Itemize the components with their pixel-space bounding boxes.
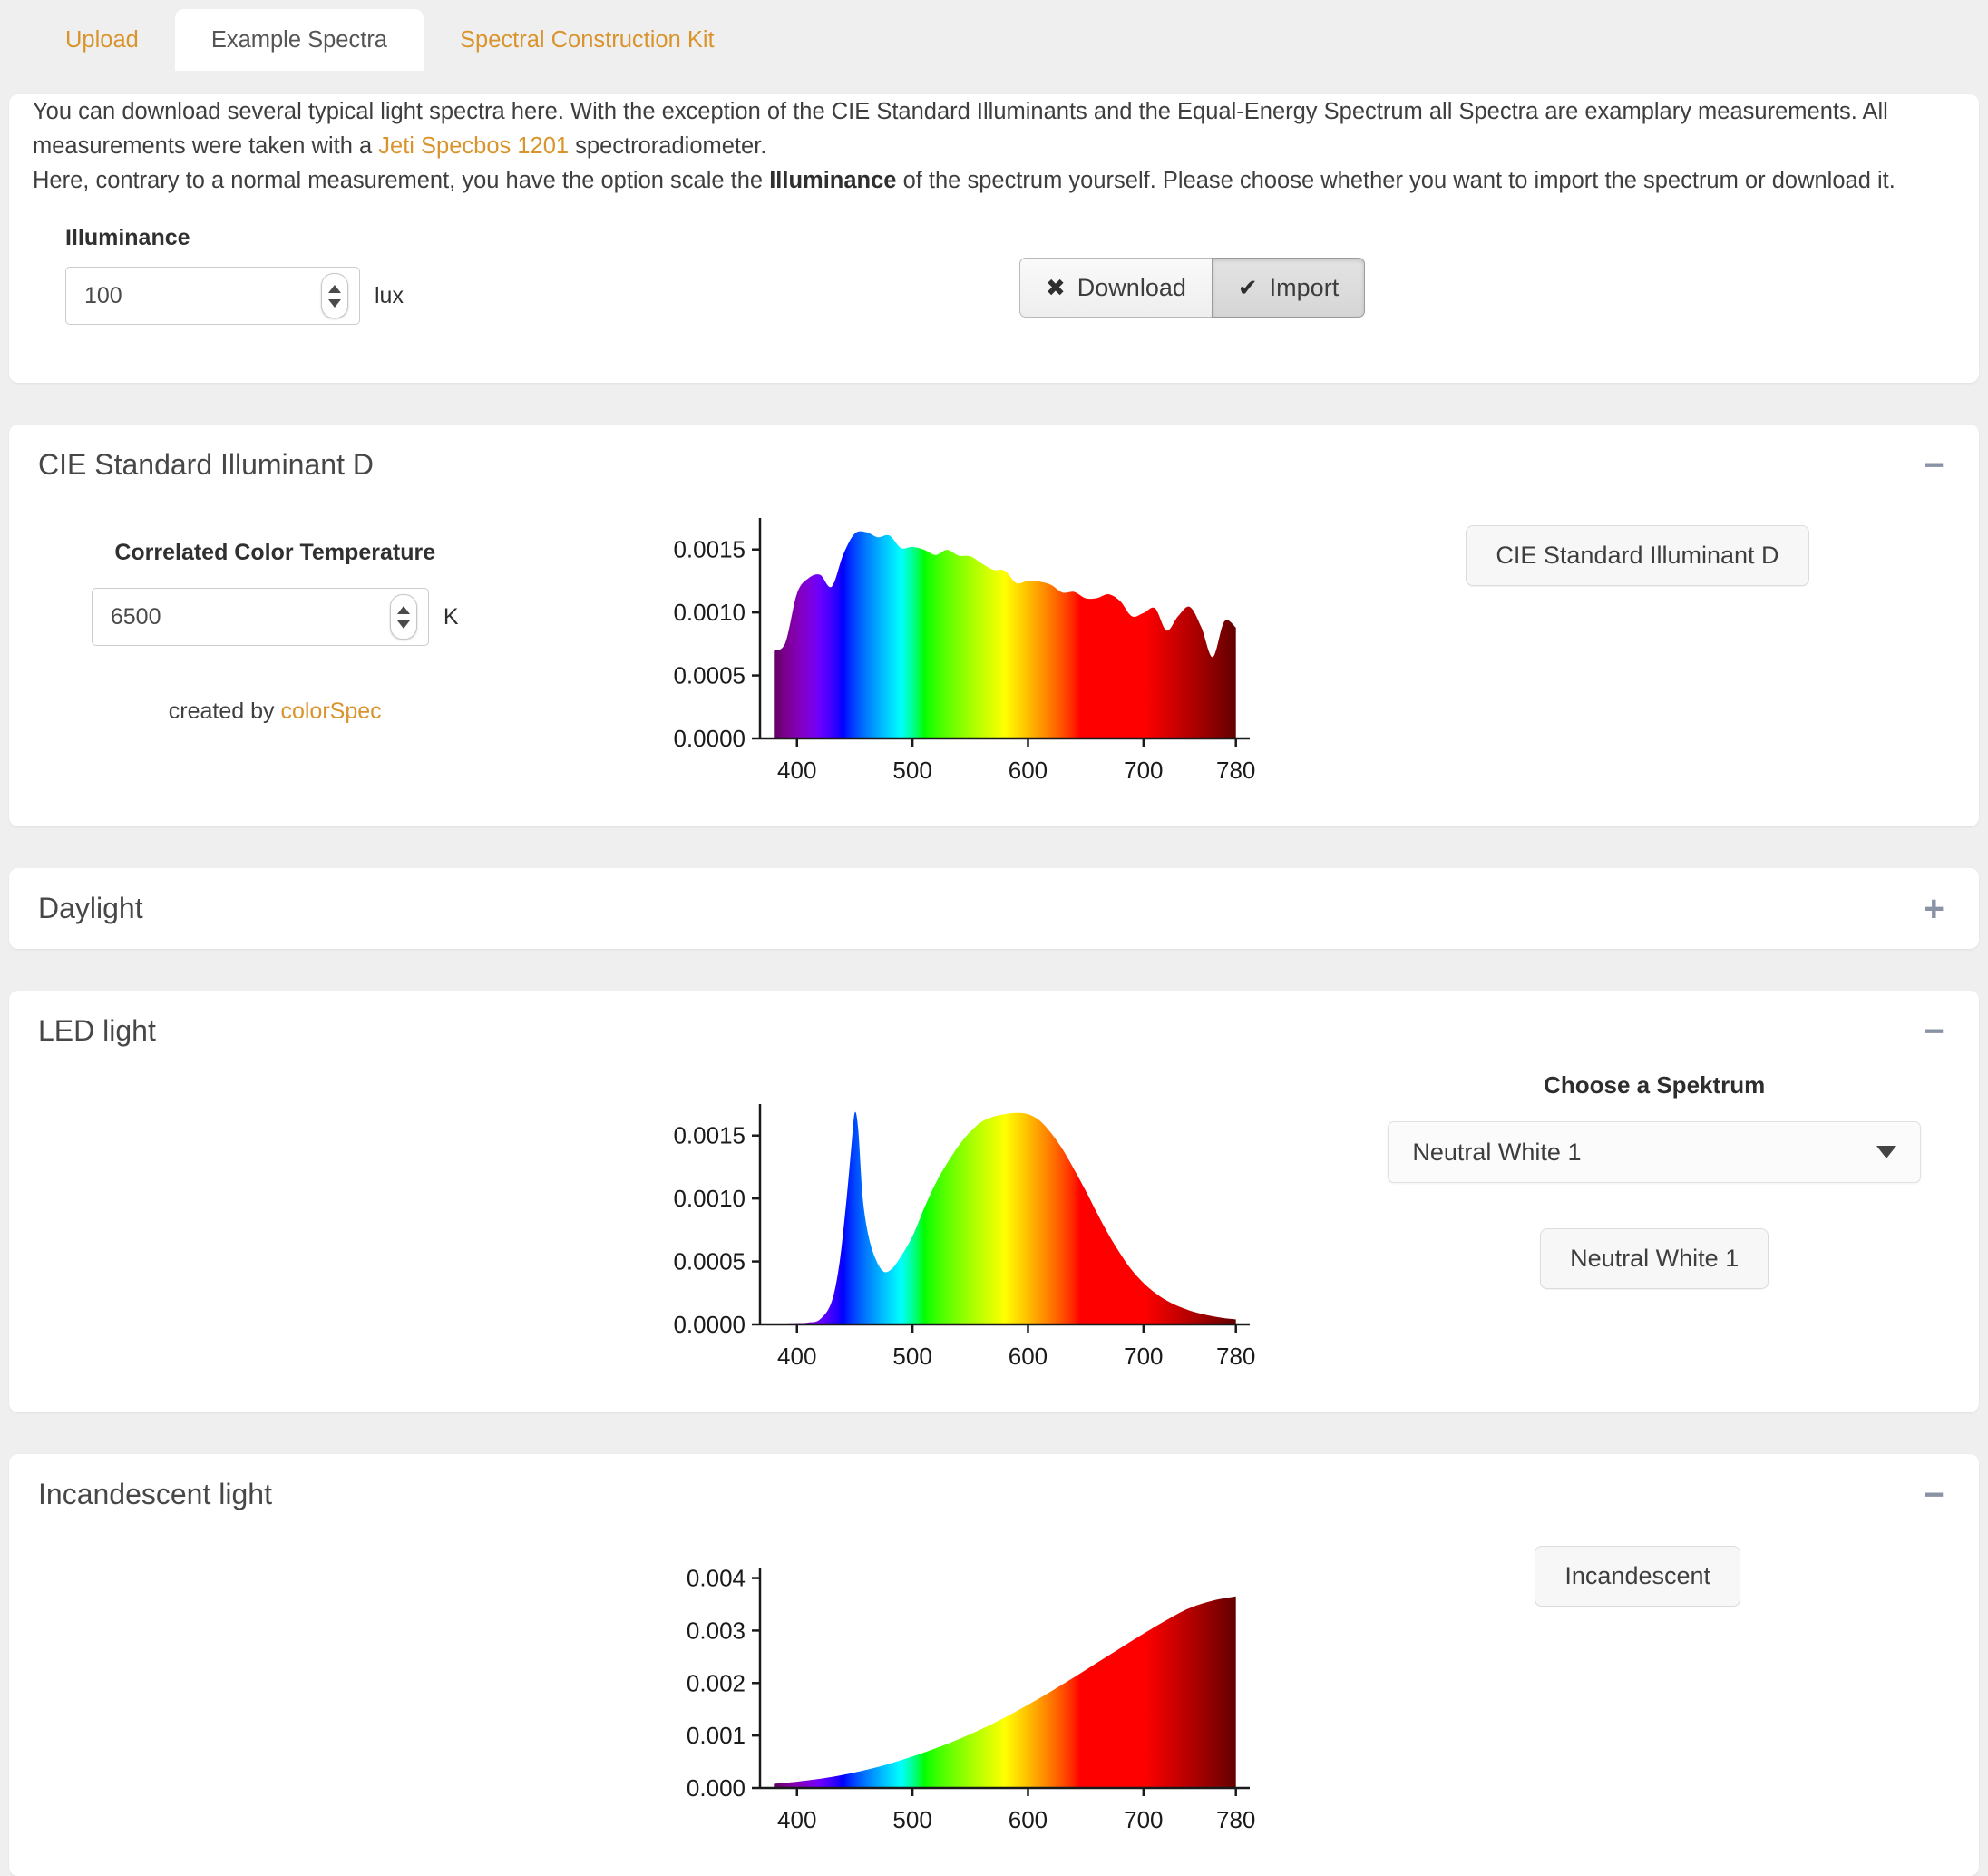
illuminance-unit-label: lux — [375, 282, 404, 308]
svg-text:500: 500 — [893, 757, 932, 784]
import-button[interactable]: ✔ Import — [1211, 258, 1366, 318]
intro-p1-text: You can download several typical light s… — [33, 99, 1888, 159]
svg-text:0.0015: 0.0015 — [674, 536, 746, 563]
svg-text:600: 600 — [1009, 1343, 1048, 1370]
svg-text:700: 700 — [1125, 1806, 1164, 1833]
svg-text:700: 700 — [1125, 757, 1164, 784]
x-icon: ✖ — [1046, 273, 1066, 301]
tab-example-spectra[interactable]: Example Spectra — [174, 9, 424, 71]
incandescent-button[interactable]: Incandescent — [1535, 1546, 1741, 1607]
illuminance-input[interactable]: 100 — [65, 267, 360, 325]
svg-text:0.0015: 0.0015 — [674, 1122, 746, 1149]
tab-bar: Upload Example Spectra Spectral Construc… — [9, 9, 1979, 71]
intro-illuminance-bold: Illuminance — [769, 168, 897, 193]
tab-upload[interactable]: Upload — [65, 26, 139, 53]
cct-group: Correlated Color Temperature 6500 K crea… — [9, 493, 541, 788]
intro-text: You can download several typical light s… — [33, 94, 1955, 198]
action-button-group: ✖ Download ✔ Import — [1019, 258, 1366, 318]
svg-text:780: 780 — [1216, 1806, 1255, 1833]
stepper-down-icon[interactable] — [328, 298, 341, 308]
svg-text:0.0000: 0.0000 — [674, 725, 746, 752]
incandescent-panel-title: Incandescent light — [38, 1478, 272, 1510]
cct-input[interactable]: 6500 — [91, 588, 429, 646]
colorspec-link[interactable]: colorSpec — [280, 699, 382, 724]
intro-p1-tail: spectroradiometer. — [569, 133, 767, 159]
svg-text:400: 400 — [777, 1806, 816, 1833]
intro-p2-text: Here, contrary to a normal measurement, … — [33, 168, 770, 193]
svg-text:0.001: 0.001 — [687, 1722, 746, 1749]
cct-value: 6500 — [110, 603, 161, 630]
svg-text:0.0010: 0.0010 — [674, 599, 746, 626]
svg-text:0.004: 0.004 — [687, 1565, 746, 1592]
illuminance-controls: Illuminance 100 lux ✖ Download — [33, 225, 1955, 383]
collapse-minus-icon[interactable]: − — [1923, 1011, 1944, 1051]
chevron-down-icon — [1876, 1146, 1896, 1158]
daylight-panel: Daylight + — [9, 868, 1979, 949]
cie-panel-title: CIE Standard Illuminant D — [38, 448, 374, 481]
svg-text:780: 780 — [1216, 1343, 1255, 1370]
jeti-specbos-link[interactable]: Jeti Specbos 1201 — [378, 133, 570, 159]
download-button-label: Download — [1077, 273, 1186, 301]
illuminance-value: 100 — [84, 282, 122, 308]
cie-spectrum-chart: 0.0000 0.0005 0.0010 0.0015 400 500 600 700 780 — [674, 518, 1256, 784]
svg-text:400: 400 — [777, 1343, 816, 1370]
expand-plus-icon[interactable]: + — [1923, 888, 1944, 929]
download-button[interactable]: ✖ Download — [1019, 258, 1213, 318]
stepper-up-icon[interactable] — [328, 284, 341, 293]
choose-spectrum-label: Choose a Spektrum — [1544, 1071, 1766, 1099]
led-spectrum-chart: 0.0000 0.0005 0.0010 0.0015 400 500 600 700 780 — [674, 1104, 1256, 1370]
stepper-down-icon[interactable] — [396, 620, 410, 629]
svg-text:500: 500 — [893, 1343, 932, 1370]
cct-unit-label: K — [443, 603, 459, 630]
incandescent-panel: Incandescent light − 0.000 0.001 0.002 0.00… — [9, 1454, 1979, 1876]
illuminance-label: Illuminance — [65, 225, 190, 250]
number-stepper-icon[interactable] — [389, 594, 417, 640]
svg-text:400: 400 — [777, 757, 816, 784]
svg-text:0.0005: 0.0005 — [674, 1248, 746, 1275]
cct-label: Correlated Color Temperature — [114, 540, 436, 565]
svg-text:0.003: 0.003 — [687, 1617, 746, 1644]
led-panel-title: LED light — [38, 1014, 156, 1047]
check-icon: ✔ — [1237, 273, 1258, 301]
svg-text:600: 600 — [1009, 757, 1048, 784]
spectrum-select[interactable]: Neutral White 1 — [1388, 1121, 1921, 1183]
illuminance-group: Illuminance 100 lux — [65, 225, 404, 325]
import-button-label: Import — [1269, 273, 1340, 301]
svg-text:700: 700 — [1125, 1343, 1164, 1370]
collapse-minus-icon[interactable]: − — [1923, 1474, 1944, 1515]
collapse-minus-icon[interactable]: − — [1923, 445, 1944, 485]
daylight-panel-title: Daylight — [38, 892, 143, 924]
svg-text:0.0000: 0.0000 — [674, 1311, 746, 1338]
intro-p2-tail: of the spectrum yourself. Please choose … — [896, 168, 1895, 193]
svg-text:600: 600 — [1009, 1806, 1048, 1833]
cie-illuminant-panel: CIE Standard Illuminant D − Correlated C… — [9, 425, 1979, 826]
svg-text:0.0005: 0.0005 — [674, 662, 746, 689]
svg-text:0.0010: 0.0010 — [674, 1185, 746, 1212]
spectrum-select-value: Neutral White 1 — [1412, 1138, 1582, 1166]
led-light-panel: LED light − 0.0000 0.0005 0.0010 0.0015 400 5… — [9, 991, 1979, 1412]
stepper-up-icon[interactable] — [396, 605, 410, 614]
svg-text:780: 780 — [1216, 757, 1255, 784]
incandescent-spectrum-chart: 0.000 0.001 0.002 0.003 0.004 400 500 600 700 780 — [687, 1565, 1255, 1833]
cie-spectrum-button[interactable]: CIE Standard Illuminant D — [1466, 525, 1809, 586]
example-spectra-tab-panel: You can download several typical light s… — [9, 94, 1979, 383]
led-spectrum-button[interactable]: Neutral White 1 — [1540, 1228, 1769, 1289]
svg-text:500: 500 — [893, 1806, 932, 1833]
credit-line: created by colorSpec — [169, 699, 382, 725]
tab-spectral-construction-kit[interactable]: Spectral Construction Kit — [460, 26, 715, 53]
svg-text:0.000: 0.000 — [687, 1774, 746, 1802]
svg-text:0.002: 0.002 — [687, 1669, 746, 1696]
credit-text: created by — [168, 699, 281, 724]
number-stepper-icon[interactable] — [321, 273, 348, 318]
